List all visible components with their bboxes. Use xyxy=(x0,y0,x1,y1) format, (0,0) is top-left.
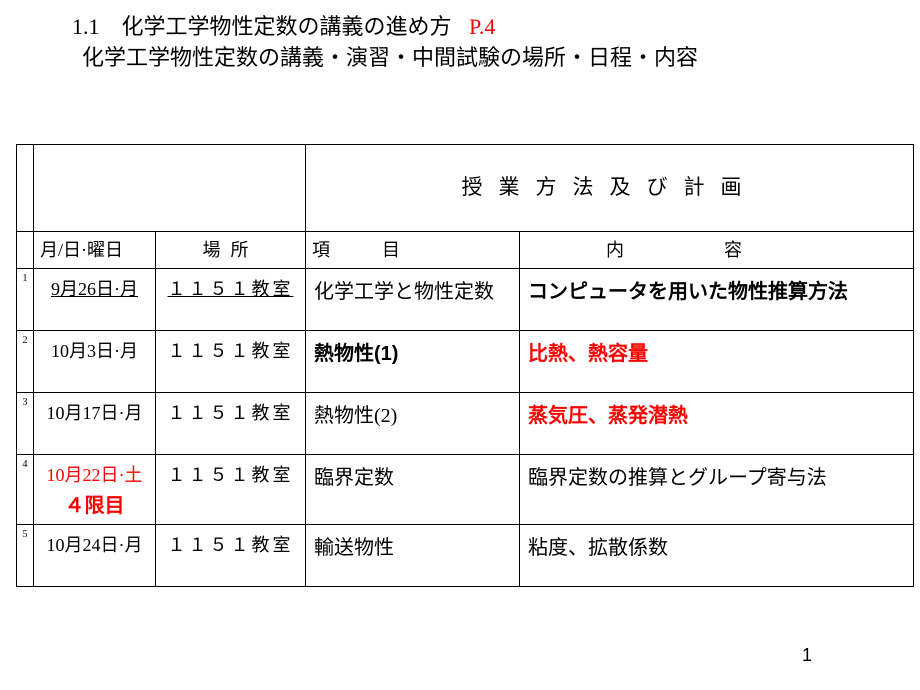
header-item: 項目 xyxy=(306,231,520,268)
row-item: 熱物性(1) xyxy=(306,330,520,392)
row-content: 粘度、拡散係数 xyxy=(520,524,914,586)
row-number: 4 xyxy=(17,454,34,524)
table-row: 310月17日·月１１５１教室熱物性(2)蒸気圧、蒸発潜熱 xyxy=(17,392,914,454)
table-header-row: 月/日·曜日 場所 項目 内容 xyxy=(17,231,914,268)
row-place: １１５１教室 xyxy=(156,454,306,524)
row-place: １１５１教室 xyxy=(156,392,306,454)
row-number: 2 xyxy=(17,330,34,392)
row-date: 10月17日·月 xyxy=(34,392,156,454)
row-date: 10月3日·月 xyxy=(34,330,156,392)
row-item: 化学工学と物性定数 xyxy=(306,268,520,330)
table-title: 授業方法及び計画 xyxy=(306,144,914,231)
section-number: 1.1 xyxy=(72,14,100,39)
heading-title: 化学工学物性定数の講義の進め方 xyxy=(122,14,452,39)
table-row: 410月22日·土４限目１１５１教室臨界定数臨界定数の推算とグループ寄与法 xyxy=(17,454,914,524)
blank-cell xyxy=(17,144,34,231)
row-number: 1 xyxy=(17,268,34,330)
row-date: 10月22日·土４限目 xyxy=(34,454,156,524)
header-num xyxy=(17,231,34,268)
table-row: 19月26日·月１１５１教室化学工学と物性定数コンピュータを用いた物性推算方法 xyxy=(17,268,914,330)
row-item: 熱物性(2) xyxy=(306,392,520,454)
table-row: 510月24日·月１１５１教室輸送物性粘度、拡散係数 xyxy=(17,524,914,586)
schedule-table: 授業方法及び計画 月/日·曜日 場所 項目 内容 19月26日·月１１５１教室化… xyxy=(16,144,914,587)
row-content: 比熱、熱容量 xyxy=(520,330,914,392)
row-date: 9月26日·月 xyxy=(34,268,156,330)
row-date: 10月24日·月 xyxy=(34,524,156,586)
header-place: 場所 xyxy=(156,231,306,268)
row-place: １１５１教室 xyxy=(156,524,306,586)
row-content: 臨界定数の推算とグループ寄与法 xyxy=(520,454,914,524)
row-place: １１５１教室 xyxy=(156,330,306,392)
blank-cell xyxy=(34,144,306,231)
row-item: 輸送物性 xyxy=(306,524,520,586)
row-content: 蒸気圧、蒸発潜熱 xyxy=(520,392,914,454)
table-title-row: 授業方法及び計画 xyxy=(17,144,914,231)
row-number: 5 xyxy=(17,524,34,586)
row-place: １１５１教室 xyxy=(156,268,306,330)
row-number: 3 xyxy=(17,392,34,454)
header-date: 月/日·曜日 xyxy=(34,231,156,268)
schedule-table-container: 授業方法及び計画 月/日·曜日 場所 項目 内容 19月26日·月１１５１教室化… xyxy=(16,144,920,587)
header-content: 内容 xyxy=(520,231,914,268)
page-reference: P.4 xyxy=(469,14,495,39)
row-item: 臨界定数 xyxy=(306,454,520,524)
heading-line-1: 1.1 化学工学物性定数の講義の進め方 P.4 xyxy=(72,12,920,43)
table-row: 210月3日·月１１５１教室熱物性(1)比熱、熱容量 xyxy=(17,330,914,392)
row-content: コンピュータを用いた物性推算方法 xyxy=(520,268,914,330)
heading-subtitle: 化学工学物性定数の講義・演習・中間試験の場所・日程・内容 xyxy=(82,43,920,74)
page-number: 1 xyxy=(802,645,812,666)
